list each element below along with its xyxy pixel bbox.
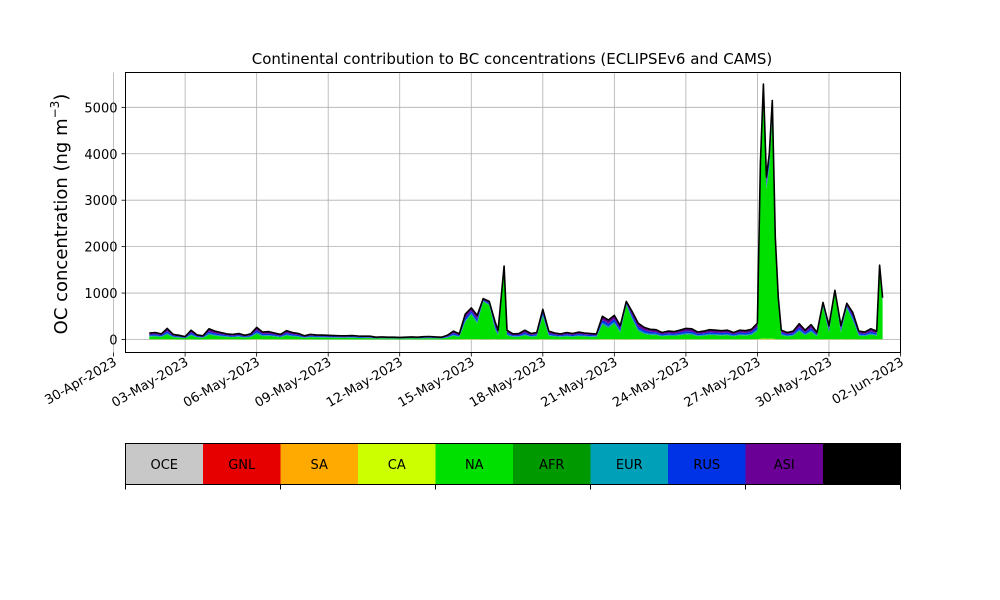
legend-label-asi: ASI: [774, 458, 795, 473]
legend-swatch-na: [435, 443, 513, 485]
legend-label-na: NA: [465, 458, 484, 473]
legend-swatch-oce: [125, 443, 203, 485]
legend-label-rus: RUS: [693, 458, 720, 473]
legend-label-gnl: GNL: [228, 458, 256, 473]
y-tick-label: 0: [109, 333, 117, 348]
x-tick-label: 12-May-2023: [324, 355, 406, 411]
legend-swatch-ca: [358, 443, 436, 485]
legend-swatch-gnl: [203, 443, 281, 485]
y-axis-label-main: OC concentration (ng m: [51, 118, 72, 334]
x-tick-label: 03-May-2023: [109, 355, 191, 411]
legend-label-sa: SA: [311, 458, 328, 473]
y-tick-label: 4000: [84, 148, 117, 163]
stacked-areas: [149, 83, 884, 340]
legend-swatch-eur: [590, 443, 668, 485]
legend-swatch-sa: [280, 443, 358, 485]
y-axis-label-close: ): [51, 94, 72, 101]
legend-swatch-asi: [745, 443, 823, 485]
legend-label-aus: AUS: [848, 458, 875, 473]
y-axis-label-exponent: −3: [48, 101, 62, 119]
legend-label-oce: OCE: [150, 458, 178, 473]
color-legend: OCE GNL SA CA NA AFR EUR RUS ASI AUS: [125, 443, 901, 490]
y-axis-label: OC concentration (ng m−3): [48, 94, 72, 335]
x-tick-label: 30-May-2023: [753, 355, 835, 411]
x-tick-label: 24-May-2023: [610, 355, 692, 411]
x-tick-label: 18-May-2023: [467, 355, 549, 411]
x-tick-label: 06-May-2023: [181, 355, 263, 411]
y-axis: 0 1000 2000 3000 4000 5000: [84, 101, 126, 348]
x-tick-label: 27-May-2023: [682, 355, 764, 411]
chart-title: Continental contribution to BC concentra…: [252, 50, 773, 68]
x-tick-label: 15-May-2023: [396, 355, 478, 411]
plot-frame: [125, 72, 901, 353]
total-outline: [149, 83, 884, 339]
y-tick-label: 1000: [84, 287, 117, 302]
y-tick-label: 5000: [84, 101, 117, 116]
legend-label-ca: CA: [388, 458, 406, 473]
legend-swatch-afr: [513, 443, 591, 485]
legend-swatch-aus: [823, 443, 901, 485]
legend-label-eur: EUR: [616, 458, 643, 473]
x-axis: 30-Apr-202303-May-202306-May-202309-May-…: [42, 352, 907, 411]
x-tick-label: 30-Apr-2023: [42, 355, 119, 408]
y-tick-label: 3000: [84, 194, 117, 209]
x-tick-label: 09-May-2023: [253, 355, 335, 411]
y-tick-label: 2000: [84, 241, 117, 256]
legend-label-afr: AFR: [539, 458, 564, 473]
grid-lines: [113, 72, 901, 353]
x-tick-label: 02-Jun-2023: [830, 355, 907, 408]
legend-frame: [125, 443, 901, 485]
legend-swatch-rus: [668, 443, 746, 485]
x-tick-label: 21-May-2023: [539, 355, 621, 411]
